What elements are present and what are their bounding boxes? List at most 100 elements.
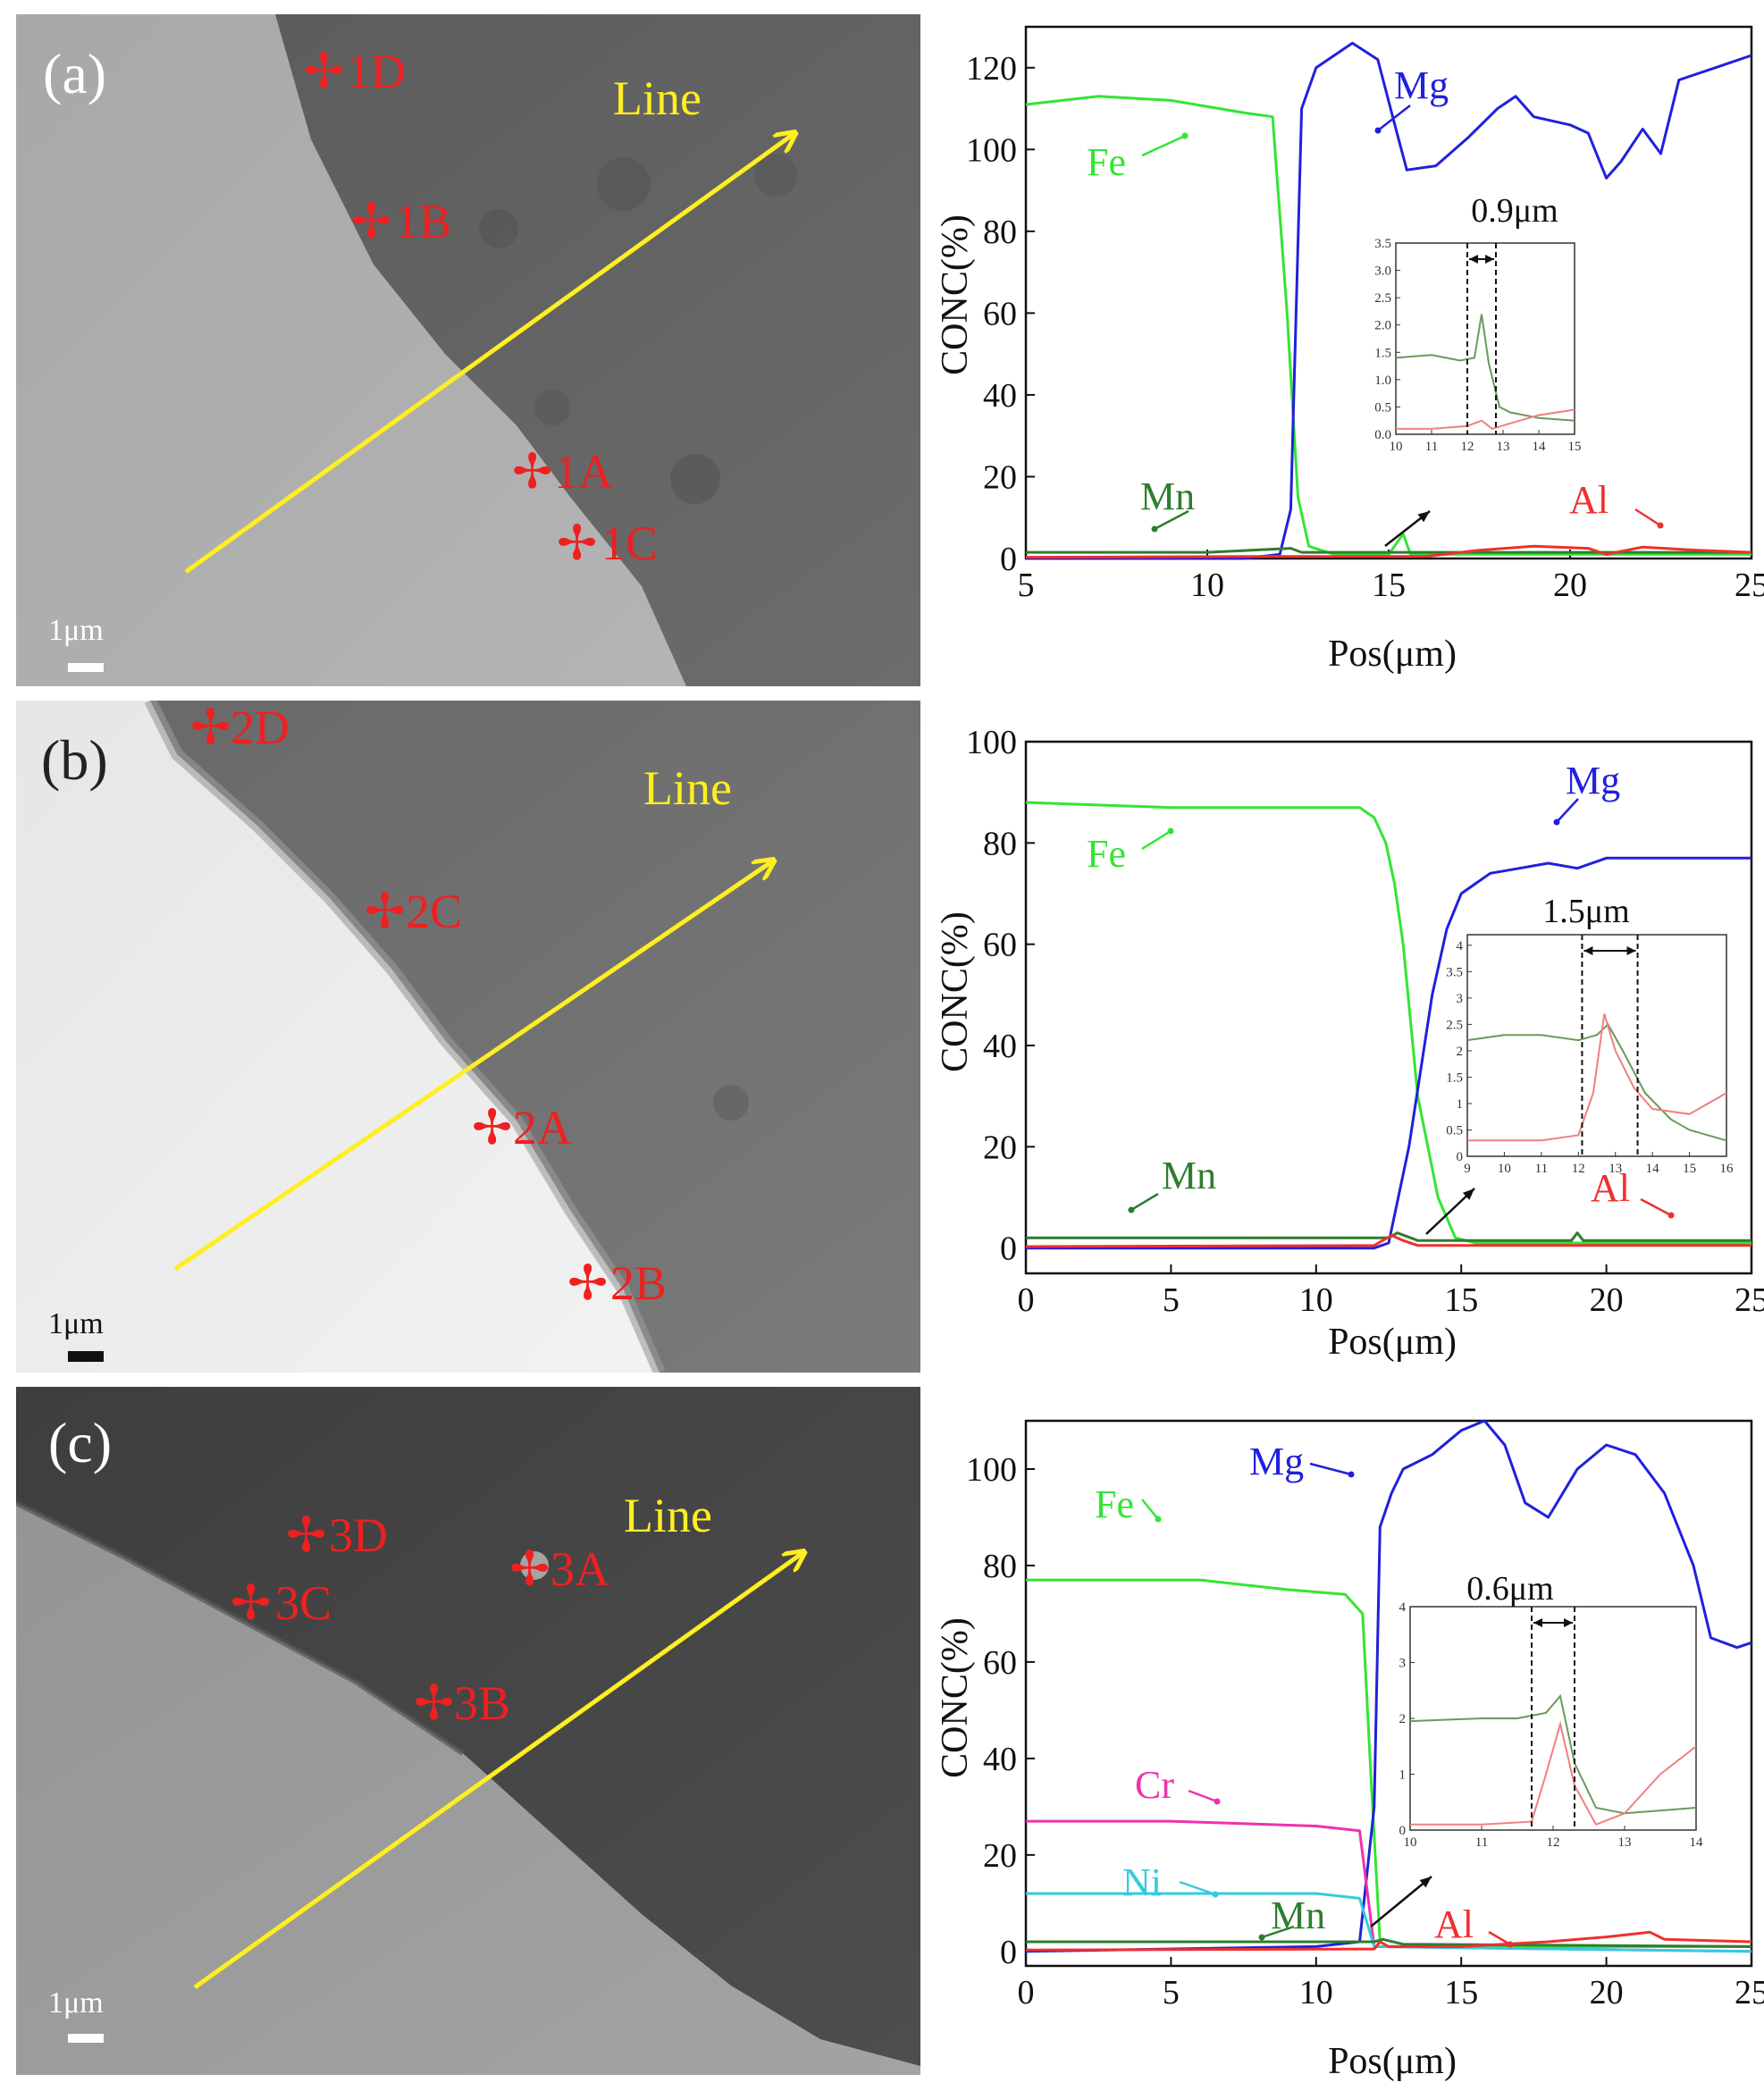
inset-x-tick-label: 15	[1568, 440, 1582, 454]
x-tick-label: 15	[1444, 1281, 1478, 1319]
inset-y-tick-label: 3.5	[1374, 237, 1391, 251]
inset-y-tick-label: 0.5	[1374, 400, 1391, 415]
y-tick-label: 80	[983, 214, 1017, 251]
inset-y-tick-label: 0.5	[1446, 1123, 1463, 1138]
y-tick-label: 40	[983, 1028, 1017, 1065]
inset-y-tick-label: 1.5	[1446, 1071, 1463, 1085]
sem-image-a: Line (a) ✢ 1D ✢ 1B ✢ 1A ✢ 1C 1μm	[16, 14, 920, 686]
point-marker: ✢	[512, 445, 552, 499]
inset-x-tick-label: 10	[1498, 1162, 1511, 1176]
x-tick-label: 15	[1444, 1974, 1478, 2011]
inset-x-tick-label: 16	[1720, 1162, 1735, 1176]
inset-y-tick-label: 2	[1457, 1045, 1464, 1059]
inset-y-tick-label: 3	[1399, 1657, 1407, 1671]
inset-series-line-al	[1410, 1720, 1697, 1826]
line-profile-chart-a: 5 10 15 20 25 0 20 40 60 80 100 120 10 11 12 13 14 15 0.0 0…	[920, 0, 1764, 688]
label-pointer-head	[1507, 1941, 1514, 1948]
inset-x-tick-label: 12	[1547, 1835, 1560, 1850]
inset-series-line-mn	[1409, 1693, 1697, 1815]
inset-y-tick-label: 3.5	[1446, 965, 1463, 979]
label-pointer-head	[1155, 1516, 1162, 1523]
y-tick-label: 20	[983, 1837, 1017, 1875]
point-marker: ✢	[190, 701, 231, 754]
line-profile-chart-c: 0 5 10 15 20 25 0 20 40 60 80 100 10 11 12 13 14 0 1 2 3 4 CO…	[920, 1376, 1764, 2087]
inset-width-arrowhead-right	[1485, 255, 1494, 264]
inset-series-line-al	[1467, 1013, 1727, 1142]
scale-bar-label: 1μm	[48, 1986, 104, 2020]
label-pointer-arrow	[1141, 134, 1186, 157]
x-tick-label: 25	[1735, 567, 1764, 604]
point-marker: ✢	[567, 1256, 608, 1310]
point-label: 3C	[275, 1576, 332, 1630]
inset-y-tick-label: 1.0	[1374, 374, 1391, 388]
point-label: 2B	[610, 1256, 667, 1310]
panel-label: (b)	[41, 728, 108, 792]
series-line-al	[1025, 1234, 1751, 1248]
point-label: 1A	[554, 445, 613, 499]
series-label-cr: Cr	[1135, 1763, 1174, 1807]
inset-pointer-arrowhead	[1419, 1877, 1432, 1888]
y-axis-label: CONC(%)	[935, 214, 976, 375]
point-marker: ✢	[557, 516, 597, 570]
label-pointer-head	[1151, 525, 1158, 533]
scale-bar	[68, 663, 104, 672]
point-marker: ✢	[509, 1542, 550, 1596]
inset-pointer-arrowhead	[1462, 1188, 1474, 1200]
panel-label: (a)	[43, 42, 106, 105]
point-marker: ✢	[414, 1676, 454, 1730]
y-tick-label: 100	[966, 1451, 1017, 1489]
label-pointer-head	[1348, 1471, 1355, 1478]
inset-y-tick-label: 1.5	[1374, 346, 1391, 360]
scale-bar-label: 1μm	[48, 1307, 104, 1340]
point-marker: ✢	[472, 1101, 512, 1155]
label-pointer-head	[1258, 1934, 1265, 1941]
inset-x-tick-label: 9	[1464, 1162, 1471, 1176]
series-label-ni: Ni	[1122, 1860, 1162, 1904]
series-line-mg	[1025, 1419, 1752, 1953]
inset-width-label: 0.9μm	[1471, 192, 1558, 230]
inset-x-tick-label: 13	[1497, 440, 1510, 454]
label-pointer-arrow	[1634, 508, 1661, 527]
x-tick-label: 10	[1190, 567, 1224, 604]
series-label-al: Al	[1569, 478, 1609, 522]
series-label-mg: Mg	[1249, 1440, 1304, 1483]
inset-x-tick-label: 11	[1475, 1835, 1488, 1850]
sem-image-c: Line (c) ✢ 3D ✢ 3A ✢ 3C ✢ 3B 1μm	[14, 1387, 920, 2075]
x-axis-label: Pos(μm)	[1328, 1322, 1457, 1363]
label-pointer-arrow	[1309, 1462, 1352, 1476]
label-pointer-arrow	[1261, 1925, 1295, 1939]
label-pointer-arrow	[1377, 105, 1411, 131]
inset-y-tick-label: 2.0	[1374, 319, 1391, 333]
label-pointer-head	[1667, 1212, 1675, 1219]
inset-frame	[1409, 1606, 1697, 1831]
inset-x-tick-label: 10	[1404, 1835, 1417, 1850]
series-line-mg	[1026, 41, 1752, 560]
y-tick-label: 80	[983, 1548, 1017, 1585]
x-tick-label: 10	[1299, 1281, 1333, 1319]
inset-y-tick-label: 0.0	[1374, 428, 1391, 442]
series-label-fe: Fe	[1095, 1482, 1134, 1526]
inset-frame	[1466, 934, 1727, 1157]
label-pointer-head	[1128, 1206, 1135, 1213]
x-tick-label: 20	[1590, 1974, 1624, 2011]
point-label: 3D	[329, 1508, 388, 1562]
label-pointer-arrow	[1640, 1197, 1672, 1217]
plot-frame	[1024, 1419, 1753, 1968]
line-profile-chart-b: 0 5 10 15 20 25 0 20 40 60 80 100 9 10 11 12 13 14 15 16 0 0.…	[920, 688, 1764, 1376]
y-tick-label: 40	[983, 377, 1017, 415]
inset-width-arrowhead-left	[1533, 1618, 1542, 1627]
point-marker: ✢	[304, 45, 344, 98]
y-tick-label: 80	[983, 825, 1017, 862]
panel-label: (c)	[48, 1411, 112, 1474]
line-scan-arrow	[173, 861, 772, 1272]
y-tick-label: 60	[983, 927, 1017, 964]
series-label-mn: Mn	[1140, 474, 1195, 518]
label-pointer-head	[1167, 827, 1174, 835]
series-line-mn	[1026, 547, 1751, 554]
inset-y-tick-label: 2	[1399, 1712, 1407, 1726]
series-label-al: Al	[1434, 1902, 1474, 1946]
point-marker: ✢	[351, 195, 391, 248]
series-label-fe: Fe	[1087, 832, 1126, 876]
series-line-al	[1025, 544, 1752, 559]
inset-x-tick-label: 13	[1618, 1835, 1632, 1850]
